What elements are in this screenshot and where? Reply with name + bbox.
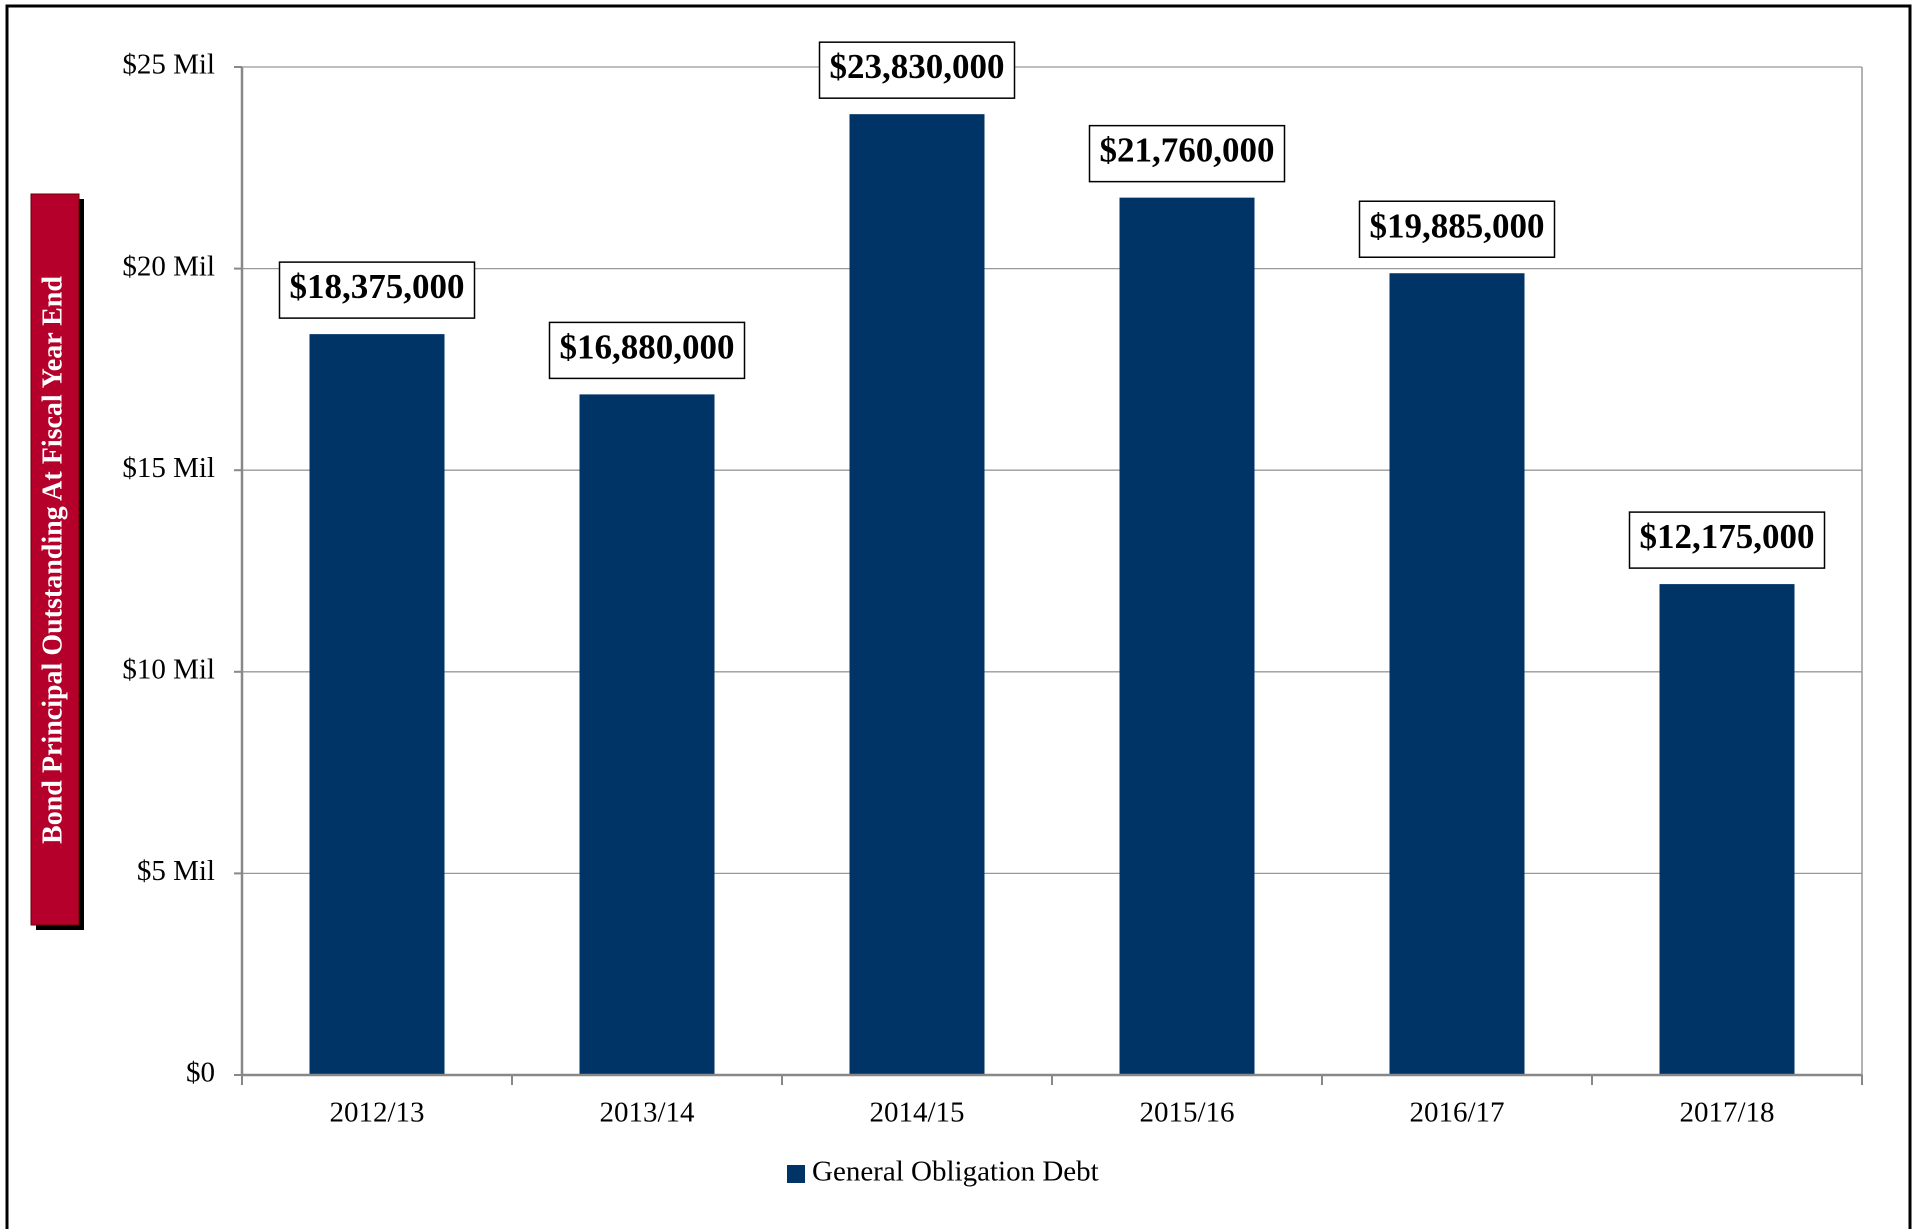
- data-label: $21,760,000: [1100, 131, 1275, 170]
- x-tick-label: 2017/18: [1679, 1097, 1774, 1129]
- legend-label: General Obligation Debt: [812, 1156, 1099, 1188]
- bar: [1119, 197, 1255, 1076]
- data-label-group: $23,830,000: [818, 41, 1016, 99]
- data-label: $18,375,000: [290, 267, 465, 306]
- y-tick-label: $10 Mil: [122, 653, 215, 685]
- x-tick-label: 2012/13: [329, 1097, 424, 1129]
- chart-border: [5, 4, 1912, 1229]
- data-label-box: [548, 321, 746, 380]
- y-axis-title-box: Bond Principal Outstanding At Fiscal Yea…: [30, 193, 84, 930]
- y-axis-title: Bond Principal Outstanding At Fiscal Yea…: [37, 276, 68, 844]
- bar: [309, 334, 445, 1075]
- data-label-group: $19,885,000: [1358, 200, 1556, 258]
- data-label-group: $12,175,000: [1628, 511, 1826, 569]
- legend-swatch: [787, 1165, 805, 1183]
- x-tick-label: 2013/14: [599, 1097, 695, 1129]
- data-label: $19,885,000: [1370, 206, 1545, 245]
- data-label-box: [278, 261, 476, 319]
- bar: [849, 114, 985, 1076]
- data-label-group: $18,375,000: [278, 261, 476, 319]
- y-tick-label: $20 Mil: [122, 250, 215, 282]
- data-label-group: $21,760,000: [1088, 124, 1286, 183]
- y-tick-label: $15 Mil: [122, 452, 215, 484]
- legend-item: General Obligation Debt: [787, 1156, 1099, 1188]
- data-label-group: $16,880,000: [548, 321, 746, 380]
- data-label-box: [1628, 511, 1826, 569]
- y-tick-label: $25 Mil: [122, 49, 215, 81]
- bar: [1389, 273, 1525, 1075]
- bar: [579, 394, 715, 1075]
- data-label: $23,830,000: [830, 47, 1005, 86]
- data-label: $12,175,000: [1640, 517, 1815, 556]
- x-tick-label: 2016/17: [1409, 1097, 1504, 1129]
- data-label-box: [818, 41, 1016, 99]
- y-axis-title-background: [30, 193, 80, 926]
- data-label-box: [1358, 200, 1556, 258]
- y-tick-label: $0: [186, 1057, 215, 1089]
- x-tick-label: 2014/15: [869, 1097, 964, 1129]
- data-label: $16,880,000: [560, 327, 735, 366]
- bar: [1659, 584, 1795, 1075]
- x-tick-label: 2015/16: [1139, 1097, 1234, 1129]
- data-label-box: [1088, 124, 1286, 183]
- y-tick-label: $5 Mil: [137, 855, 215, 887]
